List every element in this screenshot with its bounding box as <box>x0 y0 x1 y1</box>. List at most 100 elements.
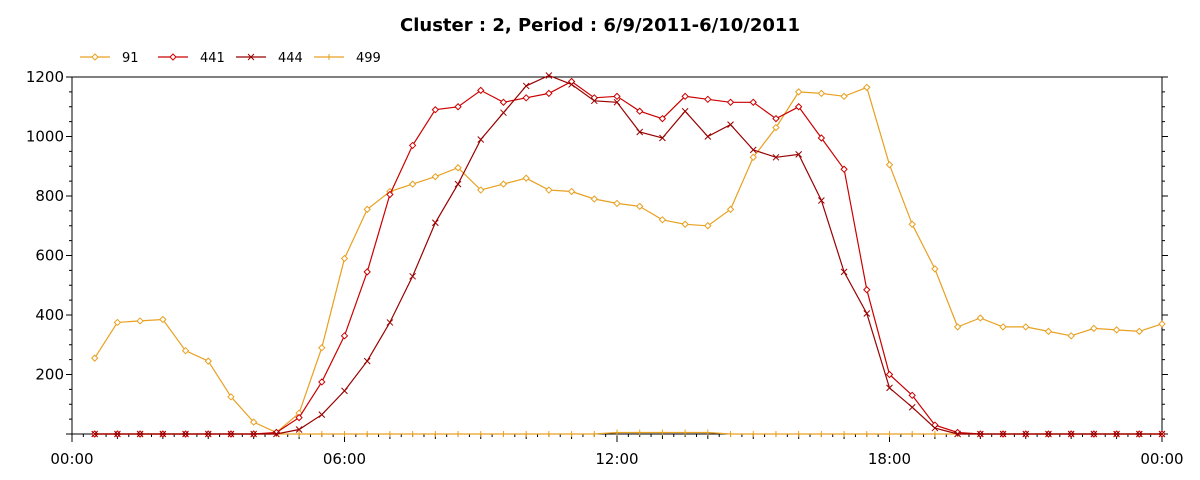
data-point <box>454 180 462 188</box>
data-point <box>499 180 508 188</box>
legend-label: 444 <box>278 51 303 66</box>
data-point <box>318 344 326 352</box>
legend-label: 441 <box>200 51 225 66</box>
data-point <box>659 429 666 436</box>
data-point <box>794 103 803 111</box>
data-point <box>477 136 485 143</box>
data-point <box>159 430 167 438</box>
data-point <box>818 197 825 204</box>
data-point <box>908 220 916 228</box>
data-point <box>363 205 371 214</box>
data-point <box>750 431 757 437</box>
data-point <box>523 431 530 437</box>
data-point <box>999 323 1007 331</box>
data-point <box>477 86 485 95</box>
data-point <box>909 431 916 437</box>
y-tick-label: 1200 <box>26 68 64 86</box>
data-point <box>726 98 735 106</box>
x-tick-label: 18:00 <box>868 450 911 468</box>
data-point <box>659 134 666 142</box>
data-point <box>636 429 643 436</box>
data-point <box>636 202 644 211</box>
legend-item-91: 91 <box>80 51 139 66</box>
data-point <box>885 370 894 379</box>
data-point <box>818 431 825 437</box>
data-point <box>499 98 508 106</box>
data-point <box>863 286 871 294</box>
data-point <box>296 431 303 437</box>
series-layer <box>91 72 1166 438</box>
data-point <box>455 431 462 437</box>
x-tick-label: 06:00 <box>323 450 366 468</box>
data-point <box>863 83 871 92</box>
data-point <box>247 53 255 61</box>
series-91 <box>91 83 1166 437</box>
data-point <box>568 431 575 437</box>
data-point <box>181 346 190 355</box>
data-point <box>227 430 235 438</box>
data-point <box>431 172 440 181</box>
data-point <box>886 384 893 392</box>
data-point <box>795 150 803 158</box>
data-point <box>454 164 462 172</box>
data-point <box>477 186 485 194</box>
data-point <box>341 431 348 437</box>
data-point <box>1022 323 1030 331</box>
data-point <box>613 199 621 208</box>
legend-label: 91 <box>122 51 139 66</box>
data-point <box>749 146 757 154</box>
data-point <box>1113 430 1120 438</box>
data-point <box>295 413 303 422</box>
data-point <box>636 128 644 136</box>
data-point <box>636 107 644 115</box>
data-point <box>953 323 962 331</box>
x-tick-label: 12:00 <box>595 450 638 468</box>
x-tick-label: 00:00 <box>50 450 93 468</box>
data-point <box>931 265 939 273</box>
data-point <box>386 319 394 326</box>
data-point <box>613 98 621 106</box>
data-point <box>363 357 371 365</box>
data-point <box>590 195 598 203</box>
data-point <box>91 430 99 438</box>
data-point <box>908 403 916 411</box>
data-point <box>545 431 552 437</box>
data-point <box>545 72 553 79</box>
data-point <box>727 431 734 437</box>
data-point <box>704 95 712 104</box>
data-point <box>704 222 712 230</box>
data-point <box>658 216 667 224</box>
data-point <box>295 426 303 433</box>
data-point <box>341 387 348 395</box>
data-point <box>113 318 122 327</box>
data-point <box>522 174 530 182</box>
data-point <box>431 219 439 227</box>
data-point <box>326 54 332 60</box>
series-line-444 <box>94 74 1162 435</box>
data-point <box>840 268 848 276</box>
data-point <box>841 431 848 437</box>
data-point <box>250 430 258 438</box>
data-point <box>908 391 916 400</box>
data-point <box>954 430 961 438</box>
data-point <box>704 429 711 436</box>
data-point <box>500 109 507 117</box>
data-point <box>999 430 1007 438</box>
data-point <box>318 431 325 437</box>
data-point <box>682 429 689 436</box>
data-point <box>863 310 871 317</box>
y-tick-label: 600 <box>35 247 64 265</box>
series-444 <box>91 72 1166 438</box>
data-point <box>340 254 349 263</box>
data-point <box>522 82 530 90</box>
data-point <box>726 205 735 214</box>
data-point <box>614 429 620 436</box>
data-point <box>681 220 689 228</box>
data-point <box>1158 320 1166 328</box>
data-point <box>931 431 938 437</box>
data-point <box>114 430 121 438</box>
data-point <box>613 92 621 101</box>
data-point <box>91 53 99 61</box>
data-point <box>1158 430 1166 438</box>
